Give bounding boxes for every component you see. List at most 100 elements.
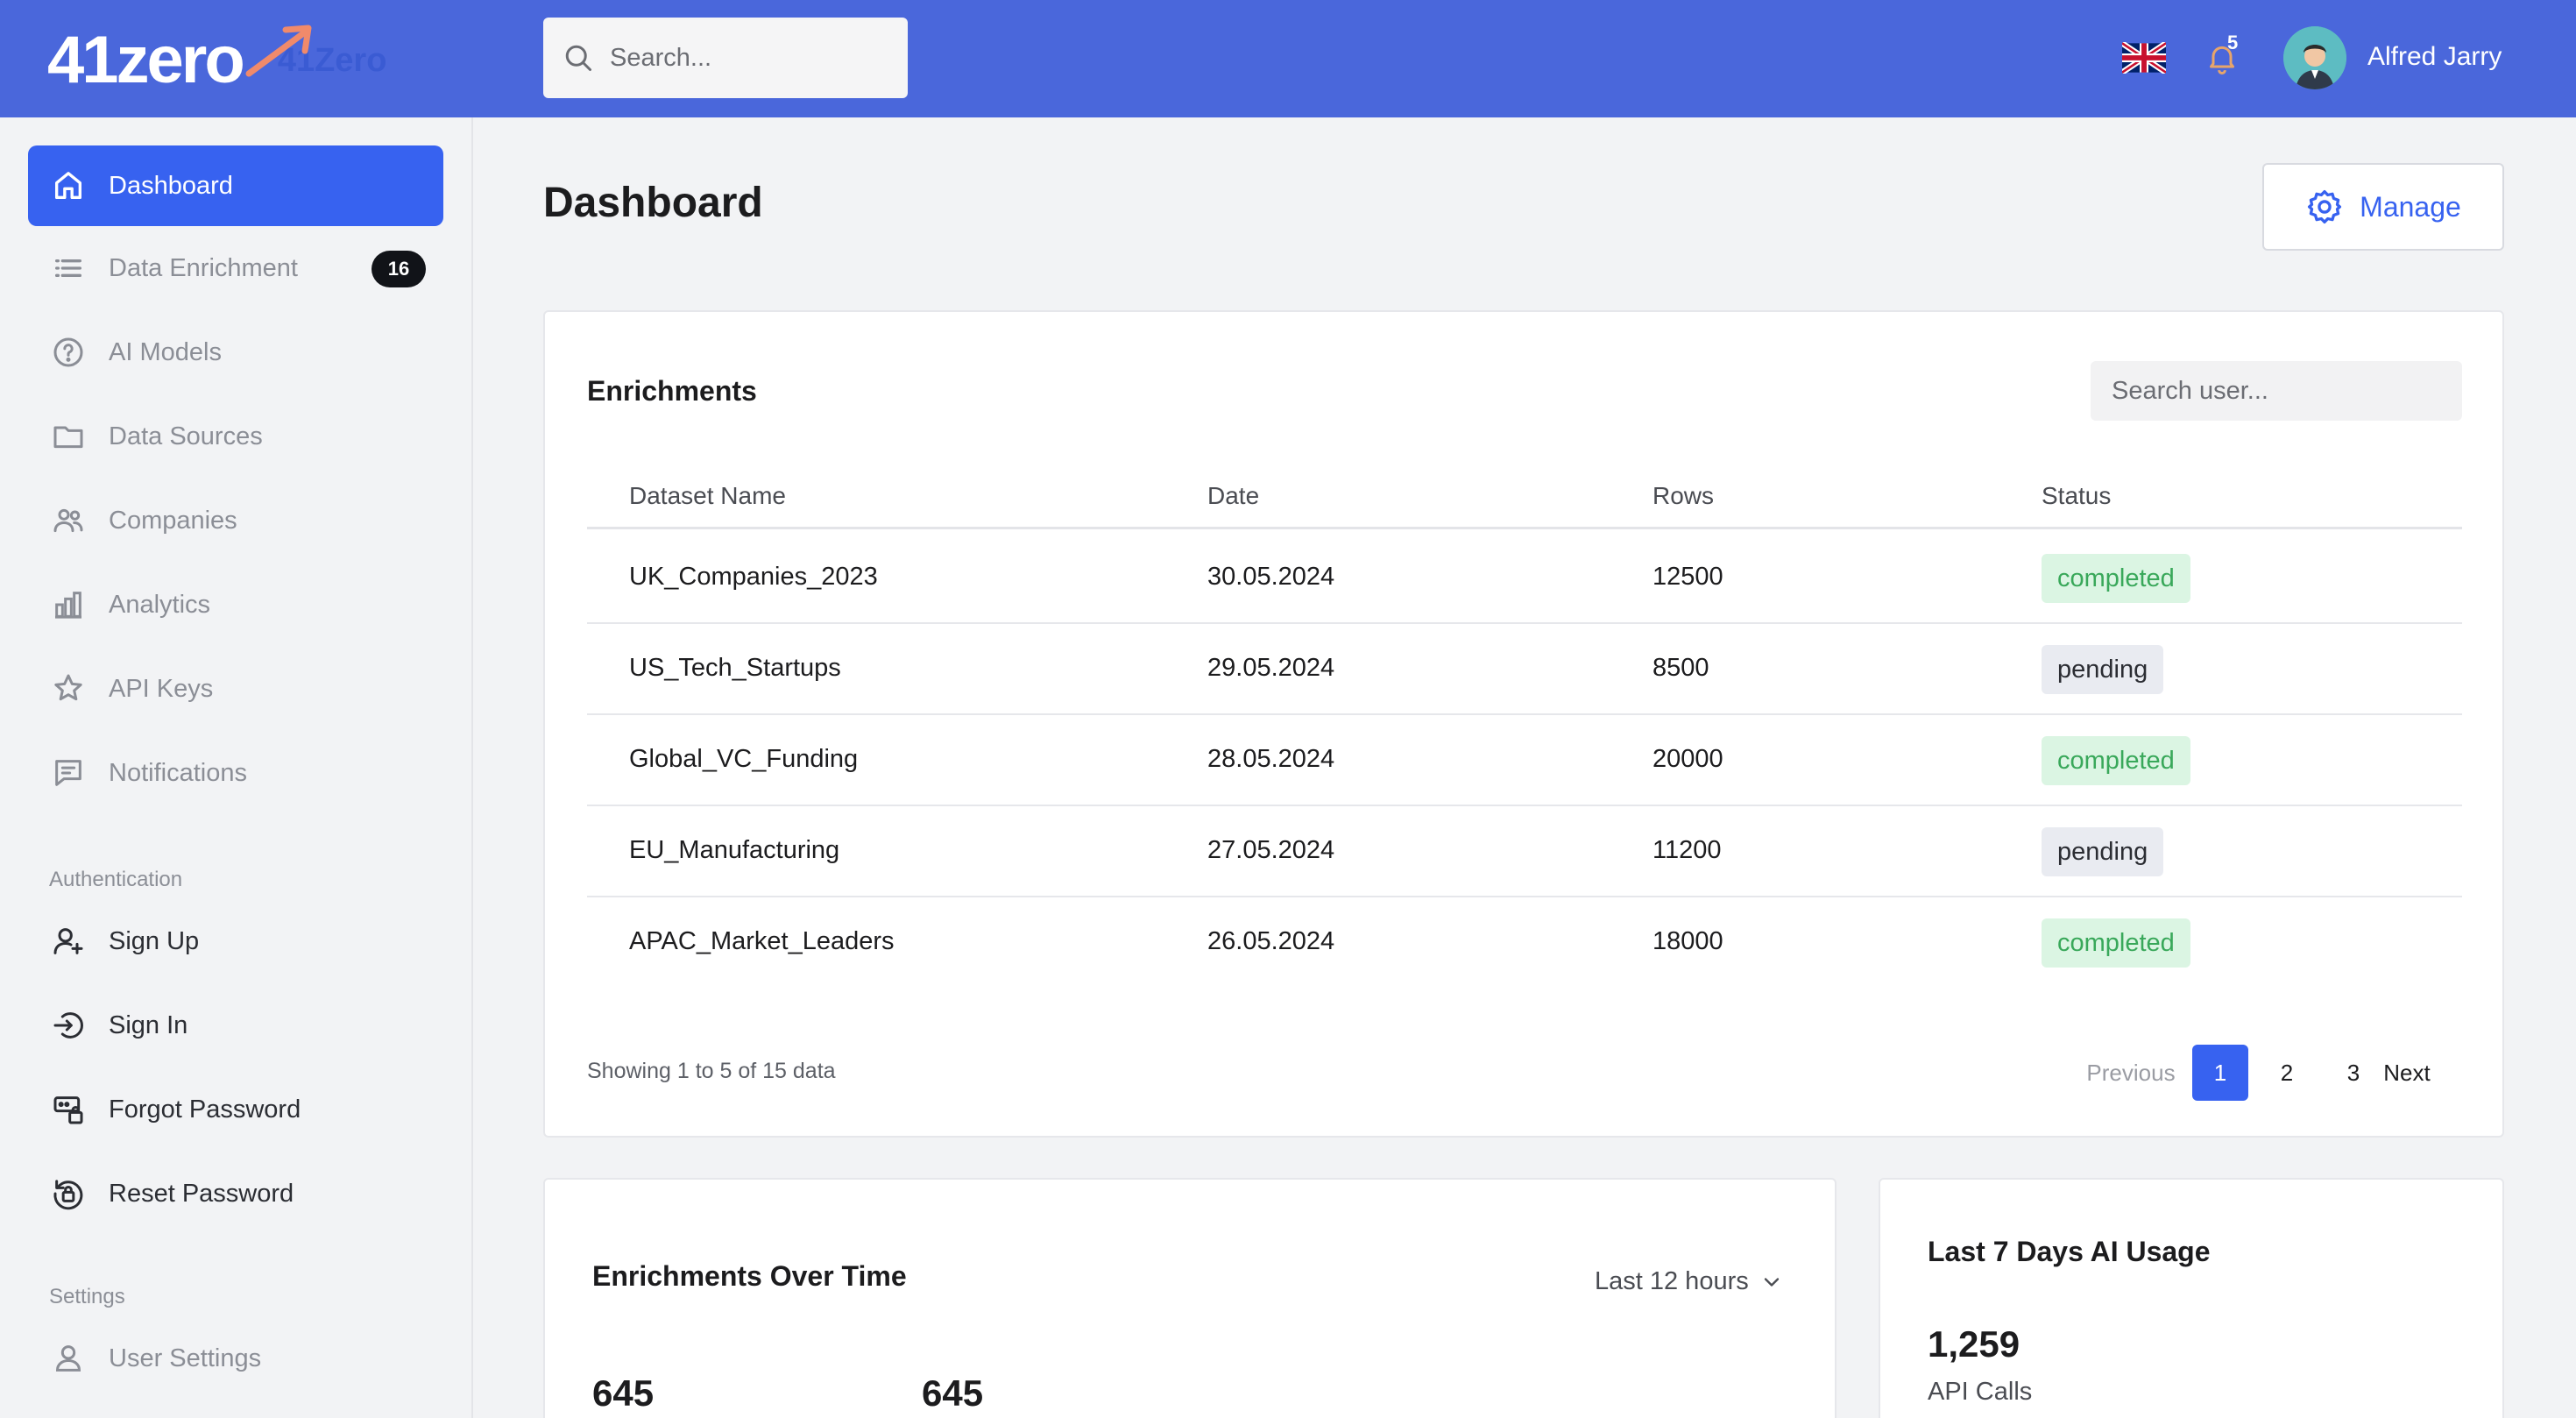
help-circle-icon [49,333,88,372]
password-icon [49,1090,88,1129]
sidebar: Dashboard Data Enrichment 16 AI Models D… [0,117,473,1418]
api-calls-label: API Calls [1928,1378,2033,1406]
sidebar-item-label: API Keys [109,674,214,703]
sidebar-item-dashboard[interactable]: Dashboard [28,145,443,226]
user-avatar-icon [2283,26,2346,89]
sidebar-item-sign-up[interactable]: Sign Up [28,901,443,982]
sidebar-item-reset-password[interactable]: Reset Password [28,1153,443,1234]
stat-value: 645 [922,1372,984,1414]
table-header: Dataset Name Date Rows Status [587,466,2462,529]
column-header[interactable]: Dataset Name [629,482,786,509]
search-input[interactable] [610,43,890,73]
table-row[interactable]: EU_Manufacturing 27.05.2024 11200 pendin… [587,806,2462,897]
card-title: Enrichments Over Time [592,1260,907,1292]
home-icon [49,167,88,205]
dataset-date: 26.05.2024 [1207,927,1335,955]
message-icon [49,754,88,792]
section-label-authentication: Authentication [49,868,183,891]
gear-icon [2308,189,2342,224]
pagination-next[interactable]: Next [2383,1059,2431,1086]
users-icon [49,501,88,540]
enrichments-over-time-card: Enrichments Over Time Last 12 hours 645 … [543,1178,1836,1418]
sidebar-item-companies[interactable]: Companies [28,480,443,561]
user-plus-icon [49,922,88,961]
column-header[interactable]: Date [1207,482,1260,509]
sidebar-item-notifications[interactable]: Notifications [28,733,443,813]
dataset-name: APAC_Market_Leaders [629,927,895,955]
status-badge: completed [2042,918,2190,968]
card-title: Last 7 Days AI Usage [1928,1236,2211,1267]
notification-count: 5 [2227,32,2239,53]
pagination-summary: Showing 1 to 5 of 15 data [587,1059,836,1083]
ai-usage-card: Last 7 Days AI Usage 1,259 API Calls [1879,1178,2504,1418]
manage-button[interactable]: Manage [2262,163,2504,251]
dataset-name: UK_Companies_2023 [629,563,878,591]
table-row[interactable]: APAC_Market_Leaders 26.05.2024 18000 com… [587,897,2462,989]
lock-reset-icon [49,1174,88,1213]
user-name[interactable]: Alfred Jarry [2367,42,2502,71]
dataset-rows: 20000 [1652,745,1723,773]
sidebar-item-forgot-password[interactable]: Forgot Password [28,1069,443,1150]
star-icon [49,670,88,708]
search-user-input[interactable] [2091,361,2462,421]
logo-arrow-icon [245,25,312,77]
top-header: 41zero 41Zero 5 Alfred Jarry [0,0,2576,117]
chevron-down-icon [1764,1277,1779,1287]
sidebar-item-label: User Settings [109,1344,262,1372]
sidebar-item-sign-in[interactable]: Sign In [28,985,443,1066]
pagination-previous[interactable]: Previous [2086,1059,2176,1086]
table-row[interactable]: US_Tech_Startups 29.05.2024 8500 pending [587,624,2462,715]
dataset-name: EU_Manufacturing [629,836,840,864]
status-badge: completed [2042,736,2190,785]
sidebar-item-user-settings[interactable]: User Settings [28,1318,443,1399]
sidebar-item-data-enrichment[interactable]: Data Enrichment 16 [28,228,443,308]
pagination-page-2[interactable]: 2 [2280,1059,2294,1086]
dataset-rows: 8500 [1652,654,1709,682]
dataset-rows: 11200 [1652,836,1722,864]
logo[interactable]: 41zero 41Zero [47,21,386,100]
sign-in-icon [49,1006,88,1045]
bell-icon[interactable] [2204,40,2240,75]
sidebar-item-ai-models[interactable]: AI Models [28,312,443,393]
pagination-page-3[interactable]: 3 [2346,1059,2360,1086]
dataset-name: US_Tech_Startups [629,654,841,682]
logo-text: 41Zero [277,41,387,79]
sidebar-item-analytics[interactable]: Analytics [28,564,443,645]
bar-chart-icon [49,585,88,624]
dataset-date: 27.05.2024 [1207,836,1335,864]
pagination-page-1[interactable]: 1 [2192,1045,2248,1101]
avatar[interactable] [2283,26,2346,89]
dataset-name: Global_VC_Funding [629,745,859,773]
dataset-date: 30.05.2024 [1207,563,1335,591]
time-range-dropdown[interactable]: Last 12 hours [1595,1267,1784,1296]
sidebar-item-label: Analytics [109,590,211,619]
sidebar-item-api-keys[interactable]: API Keys [28,649,443,729]
page-title: Dashboard [543,180,763,226]
enrichments-card: Enrichments Dataset Name Date Rows Statu… [543,310,2504,1138]
table-row[interactable]: UK_Companies_2023 30.05.2024 12500 compl… [587,533,2462,624]
column-header[interactable]: Status [2042,482,2112,509]
logo-mark: 41zero [47,23,245,97]
time-range-label: Last 12 hours [1595,1267,1749,1295]
sidebar-item-label: Forgot Password [109,1095,301,1124]
section-label-settings: Settings [49,1285,125,1308]
stat-value: 645 [592,1372,655,1414]
card-title: Enrichments [587,375,757,407]
column-header[interactable]: Rows [1652,482,1715,509]
dataset-date: 29.05.2024 [1207,654,1335,682]
sidebar-item-label: Dashboard [109,171,233,200]
dataset-rows: 18000 [1652,927,1723,955]
api-calls-value: 1,259 [1928,1323,2020,1365]
folder-icon [49,417,88,456]
list-icon [49,249,88,287]
uk-flag-icon[interactable] [2122,42,2166,74]
sidebar-item-label: AI Models [109,337,222,366]
manage-label: Manage [2360,190,2461,223]
global-search[interactable] [543,18,908,98]
sidebar-item-label: Notifications [109,758,247,787]
status-badge: pending [2042,645,2164,694]
sidebar-item-data-sources[interactable]: Data Sources [28,396,443,477]
table-row[interactable]: Global_VC_Funding 28.05.2024 20000 compl… [587,715,2462,806]
sidebar-item-label: Reset Password [109,1179,294,1208]
sidebar-item-label: Data Enrichment [109,253,298,282]
